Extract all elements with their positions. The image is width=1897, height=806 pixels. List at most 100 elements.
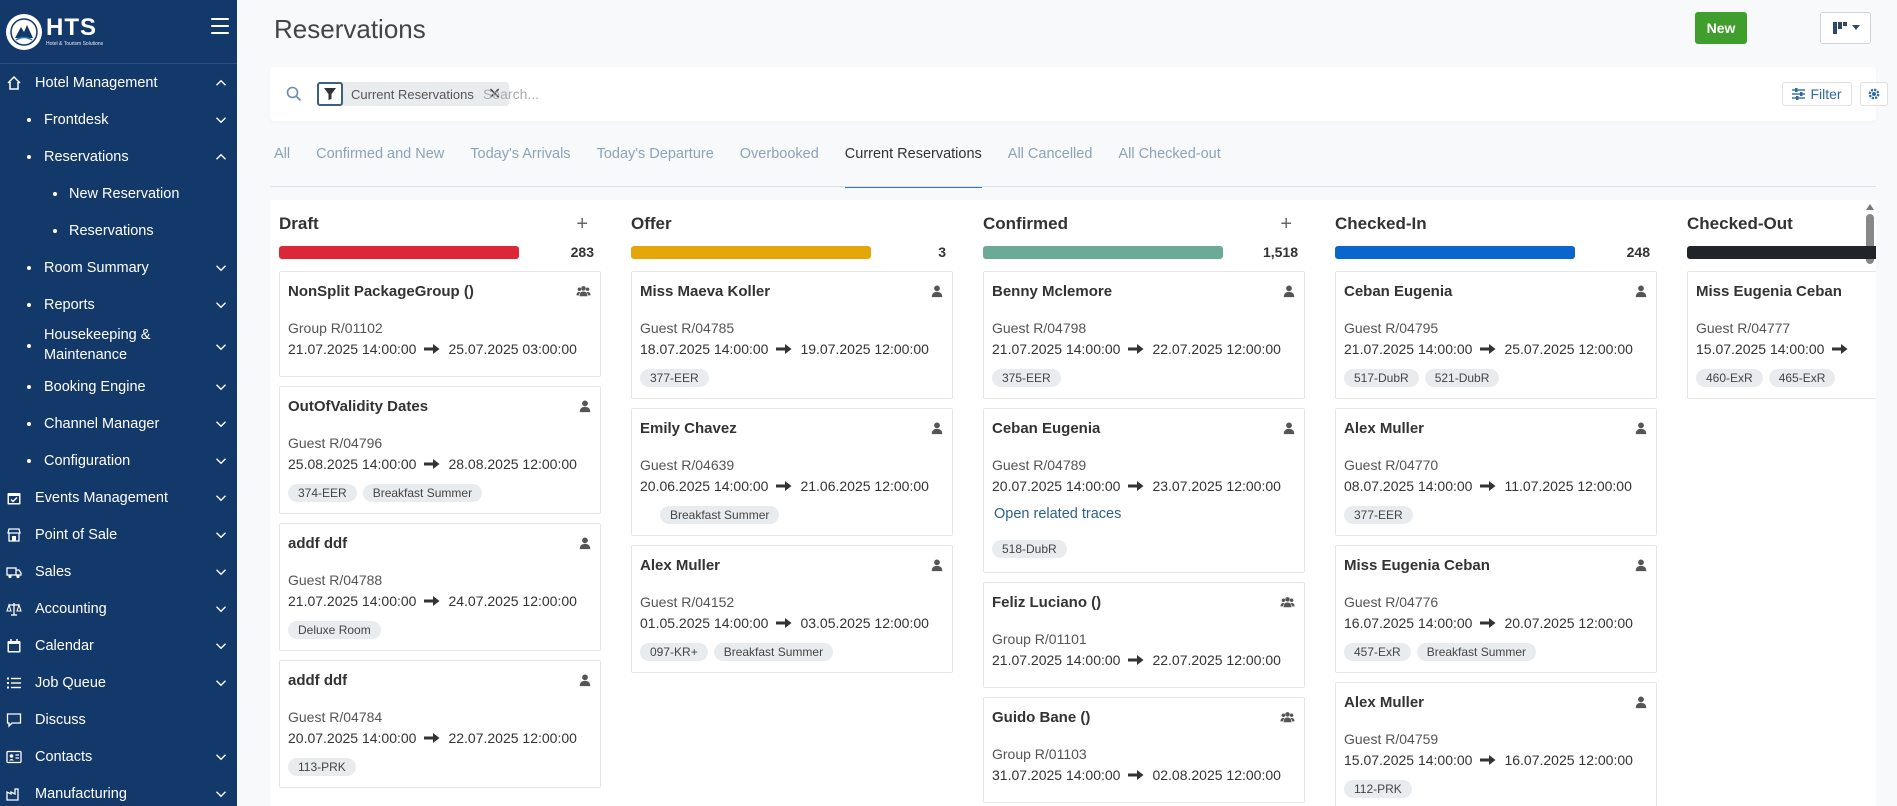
reservation-card[interactable]: NonSplit PackageGroup () Group R/01102 21.… — [279, 271, 601, 377]
reservation-card[interactable]: Alex Muller Guest R/04152 01.05.2025 14:00… — [631, 545, 953, 673]
new-button[interactable]: New — [1695, 12, 1747, 44]
reservation-card[interactable]: Emily Chavez Guest R/04639 20.06.2025 14:0… — [631, 408, 953, 536]
sidebar-item-room-summary[interactable]: Room Summary — [0, 249, 237, 286]
chevron-up-icon[interactable] — [215, 151, 227, 163]
chevron-down-icon[interactable] — [215, 566, 227, 578]
sidebar-item-hotel-management[interactable]: Hotel Management — [0, 64, 237, 101]
bullet-icon — [27, 302, 31, 307]
chevron-down-icon[interactable] — [215, 788, 227, 800]
sidebar-item-reservations[interactable]: Reservations — [0, 138, 237, 175]
open-related-traces-link[interactable]: Open related traces — [994, 506, 1122, 522]
kanban-scrollbar[interactable] — [1866, 214, 1874, 264]
sidebar-item-new-reservation[interactable]: New Reservation — [0, 175, 237, 212]
sidebar-item-label: Booking Engine — [44, 378, 146, 395]
sidebar-nav: Hotel Management Frontdesk Reservations New… — [0, 64, 237, 806]
chevron-down-icon[interactable] — [215, 381, 227, 393]
tag-badge: 377-EER — [1344, 506, 1413, 524]
reservation-card[interactable]: addf ddf Guest R/04784 20.07.2025 14:00:00… — [279, 660, 601, 788]
reservation-card[interactable]: Alex Muller Guest R/04759 15.07.2025 14:00… — [1335, 682, 1657, 806]
chevron-down-icon[interactable] — [215, 299, 227, 311]
sidebar-item-frontdesk[interactable]: Frontdesk — [0, 101, 237, 138]
person-icon — [1635, 696, 1647, 709]
reservation-card[interactable]: Miss Eugenia Ceban Guest R/04776 16.07.202… — [1335, 545, 1657, 673]
sidebar-item-point-of-sale[interactable]: Point of Sale — [0, 516, 237, 553]
scroll-up-arrow[interactable] — [1866, 204, 1874, 210]
reservation-card[interactable]: addf ddf Guest R/04788 21.07.2025 14:00:00… — [279, 523, 601, 651]
tab-all-checked-out[interactable]: All Checked-out — [1118, 146, 1221, 162]
card-tags: 517-DubR 521-DubR — [1344, 369, 1500, 387]
sidebar-item-channel-manager[interactable]: Channel Manager — [0, 405, 237, 442]
sidebar-item-accounting[interactable]: Accounting — [0, 590, 237, 627]
chevron-down-icon[interactable] — [215, 603, 227, 615]
column-add-icon[interactable]: + — [1280, 213, 1292, 235]
chevron-down-icon — [216, 642, 226, 649]
tab-confirmed-and-new[interactable]: Confirmed and New — [316, 146, 445, 162]
arrow-right-icon — [1128, 344, 1144, 354]
person-icon — [579, 674, 591, 687]
chevron-down-icon[interactable] — [215, 455, 227, 467]
person-icon — [1283, 285, 1295, 298]
tag-badge: 521-DubR — [1424, 369, 1500, 387]
chevron-up-icon[interactable] — [215, 77, 227, 89]
column-title: Confirmed — [983, 214, 1068, 233]
search-input[interactable] — [483, 84, 1183, 104]
kanban-board: Draft +283 NonSplit PackageGroup () Group R… — [270, 200, 1876, 806]
view-switcher-button[interactable] — [1820, 12, 1871, 44]
sidebar-item-booking-engine[interactable]: Booking Engine — [0, 368, 237, 405]
hamburger-menu-icon[interactable] — [211, 18, 229, 34]
chevron-down-icon[interactable] — [215, 262, 227, 274]
chevron-down-icon[interactable] — [215, 677, 227, 689]
chevron-down-icon[interactable] — [215, 114, 227, 126]
sidebar-item-calendar[interactable]: Calendar — [0, 627, 237, 664]
check-out-date: 11.07.2025 12:00:00 — [1504, 478, 1632, 494]
sidebar-item-manufacturing[interactable]: Manufacturing — [0, 775, 237, 806]
person-icon — [1635, 422, 1647, 435]
sidebar-item-events-management[interactable]: Events Management — [0, 479, 237, 516]
chevron-down-icon[interactable] — [215, 529, 227, 541]
filter-button[interactable]: Filter — [1782, 82, 1852, 106]
tab-overbooked[interactable]: Overbooked — [739, 146, 819, 162]
reservation-card[interactable]: Feliz Luciano () Group R/01101 21.07.2025 … — [983, 582, 1305, 688]
tab-all[interactable]: All — [274, 146, 291, 162]
reservation-card[interactable]: Miss Maeva Koller Guest R/04785 18.07.2025… — [631, 271, 953, 399]
chevron-down-icon[interactable] — [215, 640, 227, 652]
group-icon — [1280, 597, 1295, 608]
chevron-down-icon — [216, 753, 226, 760]
reservation-card[interactable]: Benny Mclemore Guest R/04798 21.07.2025 14… — [983, 271, 1305, 399]
logo-icon[interactable] — [6, 13, 42, 50]
sidebar-item-reports[interactable]: Reports — [0, 286, 237, 323]
tab-today-s-departure[interactable]: Today's Departure — [596, 146, 714, 162]
sidebar-item-discuss[interactable]: Discuss — [0, 701, 237, 738]
sidebar-item-reservations[interactable]: Reservations — [0, 212, 237, 249]
tab-current-reservations[interactable]: Current Reservations — [844, 142, 982, 188]
sidebar-item-job-queue[interactable]: Job Queue — [0, 664, 237, 701]
reservation-card[interactable]: Miss Eugenia Ceban Guest R/04777 15.07.202… — [1687, 271, 1876, 399]
tab-all-cancelled[interactable]: All Cancelled — [1007, 146, 1093, 162]
reservation-card[interactable]: Guido Bane () Group R/01103 31.07.2025 14:… — [983, 697, 1305, 803]
card-title: Alex Muller — [640, 557, 721, 574]
card-reference: Group R/01102 — [288, 320, 383, 336]
chevron-down-icon[interactable] — [215, 492, 227, 504]
card-tags: 377-EER — [1344, 506, 1413, 524]
reservation-card[interactable]: Ceban Eugenia Guest R/04789 20.07.2025 14:… — [983, 408, 1305, 573]
column-add-icon[interactable]: + — [576, 213, 588, 235]
chevron-down-icon[interactable] — [215, 418, 227, 430]
column-title: Checked-In — [1335, 214, 1427, 233]
chevron-down-icon[interactable] — [215, 340, 227, 352]
group-icon — [1279, 595, 1296, 614]
card-reference: Guest R/04789 — [992, 457, 1087, 473]
settings-button[interactable] — [1860, 82, 1888, 106]
sidebar-item-housekeeping-maintenance[interactable]: Housekeeping & Maintenance — [0, 323, 237, 368]
sidebar-item-sales[interactable]: Sales — [0, 553, 237, 590]
reservation-card[interactable]: Ceban Eugenia Guest R/04795 21.07.2025 14:… — [1335, 271, 1657, 399]
bullet-icon — [27, 265, 31, 270]
reservation-card[interactable]: Alex Muller Guest R/04770 08.07.2025 14:00… — [1335, 408, 1657, 536]
sidebar-item-configuration[interactable]: Configuration — [0, 442, 237, 479]
sidebar-item-contacts[interactable]: Contacts — [0, 738, 237, 775]
check-in-date: 31.07.2025 14:00:00 — [992, 767, 1121, 783]
reservation-card[interactable]: OutOfValidity Dates Guest R/04796 25.08.20… — [279, 386, 601, 514]
tab-today-s-arrivals[interactable]: Today's Arrivals — [470, 146, 571, 162]
chevron-down-icon[interactable] — [215, 751, 227, 763]
person-icon — [1635, 559, 1647, 572]
page-title: Reservations — [274, 14, 426, 44]
